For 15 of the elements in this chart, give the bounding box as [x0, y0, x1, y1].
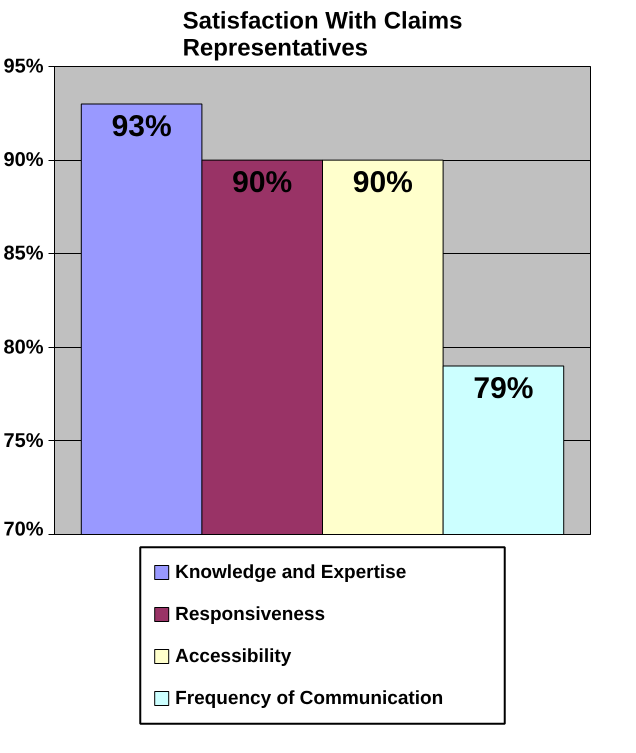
- y-tick-label: 70%: [3, 518, 44, 540]
- y-tick-label: 90%: [3, 149, 44, 172]
- data-label: 79%: [473, 372, 534, 406]
- y-tick-label: 80%: [3, 336, 44, 358]
- legend-label: Frequency of Communication: [175, 688, 444, 709]
- legend-label: Accessibility: [175, 646, 292, 667]
- data-label: 90%: [352, 166, 413, 200]
- y-tick-label: 75%: [3, 430, 44, 452]
- data-label: 90%: [232, 166, 292, 200]
- data-label: 93%: [112, 110, 172, 143]
- y-tick-label: 95%: [3, 56, 44, 78]
- chart-title: Satisfaction With Claims Representatives: [182, 8, 462, 62]
- y-tick-label: 85%: [3, 242, 44, 265]
- legend-label: Responsiveness: [175, 604, 326, 625]
- legend-label: Knowledge and Expertise: [175, 562, 406, 583]
